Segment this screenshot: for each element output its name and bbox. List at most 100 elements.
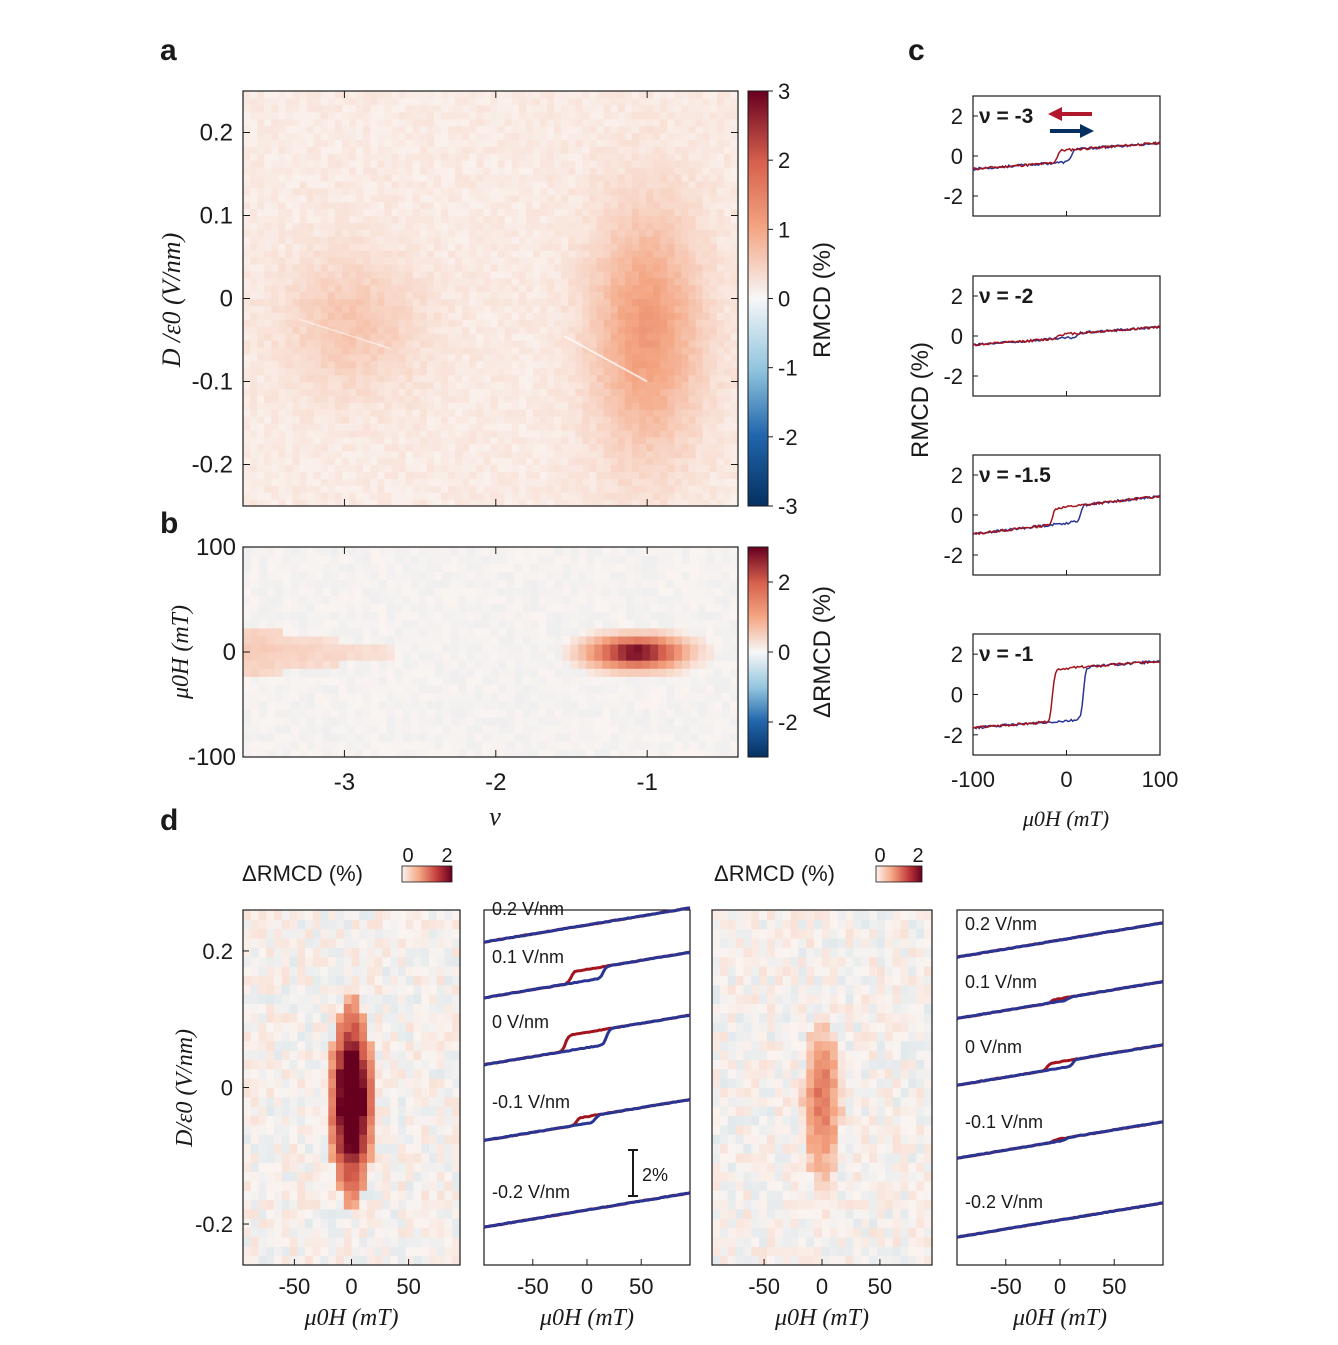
heatmap-cell-a (342, 201, 350, 210)
heatmap-cell-a (624, 388, 633, 396)
heatmap-cell-a (596, 208, 605, 217)
heatmap-cell-b (466, 643, 476, 653)
heatmap-cell-a (504, 492, 513, 500)
heatmap-cell-a (674, 229, 683, 237)
heatmap-cell-a (342, 263, 350, 272)
heatmap-cell-a (639, 215, 647, 223)
heatmap-cell-a (723, 478, 732, 486)
heatmap-cell-a (292, 367, 301, 376)
heatmap-cell-a (250, 346, 258, 355)
heatmap-cell-b (354, 652, 364, 661)
a-cbar-tick-label: -1 (778, 356, 798, 381)
heatmap-cell-a (561, 270, 569, 279)
heatmap-cell-a (483, 222, 492, 230)
heatmap-cell-a (653, 381, 661, 389)
heatmap-cell-a (306, 236, 315, 244)
heatmap-cell-a (730, 326, 739, 334)
panel-a-ylabel: D /ε0 (V/nm) (157, 233, 186, 368)
heatmap-cell-a (441, 104, 449, 113)
heatmap-cell-a (278, 326, 287, 334)
heatmap-cell-a (554, 97, 562, 106)
heatmap-cell-a (243, 139, 251, 147)
heatmap-cell-a (582, 111, 591, 120)
heatmap-cell-a (384, 97, 393, 106)
heatmap-cell-b (259, 732, 268, 742)
heatmap-cell-a (398, 125, 407, 134)
heatmap-cell-a (723, 111, 732, 120)
heatmap-cell-a (419, 326, 428, 334)
heatmap-cell-a (257, 174, 265, 182)
heatmap-cell-b (322, 724, 332, 734)
heatmap-cell-a (278, 263, 287, 272)
heatmap-cell-a (412, 167, 421, 175)
heatmap-cell-a (709, 187, 718, 196)
heatmap-cell-a (653, 485, 661, 493)
heatmap-cell-a (363, 263, 371, 272)
heatmap-cell-a (730, 298, 739, 306)
heatmap-cell-a (582, 187, 591, 196)
heatmap-cell-a (391, 450, 400, 459)
heatmap-cell-a (320, 257, 329, 265)
heatmap-cell-a (384, 139, 393, 147)
heatmap-cell-a (306, 457, 315, 466)
heatmap-cell-a (554, 167, 562, 175)
heatmap-cell-a (391, 298, 400, 306)
heatmap-cell-a (561, 312, 569, 320)
heatmap-cell-a (405, 340, 414, 348)
heatmap-cell-a (504, 353, 513, 362)
heatmap-cell-a (497, 374, 506, 383)
heatmap-cell-a (547, 277, 555, 286)
heatmap-cell-a (405, 277, 414, 286)
heatmap-cell-a (299, 125, 308, 134)
heatmap-cell-a (582, 284, 591, 293)
heatmap-cell-a (448, 402, 456, 410)
heatmap-cell-a (391, 471, 400, 479)
heatmap-cell-a (476, 485, 485, 493)
heatmap-cell-a (412, 291, 421, 300)
heatmap-cell-b (306, 611, 316, 621)
heatmap-cell-b (370, 732, 380, 742)
heatmap-cell-a (716, 180, 725, 189)
heatmap-cell-b (362, 700, 372, 710)
heatmap-cell-b (386, 627, 396, 637)
heatmap-cell-a (448, 367, 456, 376)
heatmap-cell-a (561, 215, 569, 223)
heatmap-cell-b (378, 547, 388, 556)
heatmap-cell-a (313, 222, 322, 230)
heatmap-cell-a (497, 229, 506, 237)
heatmap-cell-a (702, 153, 711, 161)
heatmap-cell-a (646, 139, 654, 147)
heatmap-cell-a (497, 409, 506, 417)
heatmap-cell-a (631, 187, 640, 196)
heatmap-cell-a (646, 388, 654, 396)
heatmap-cell-a (469, 360, 477, 369)
heatmap-cell-b (426, 668, 436, 677)
panel-b-heatmap (243, 547, 739, 758)
heatmap-cell-a (639, 499, 647, 507)
heatmap-cell-a (660, 146, 668, 154)
heatmap-cell-a (730, 208, 739, 217)
heatmap-cell-a (412, 146, 421, 154)
heatmap-cell-a (511, 194, 520, 203)
heatmap-cell-b (378, 603, 388, 613)
heatmap-cell-a (561, 416, 569, 424)
heatmap-cell-a (582, 146, 591, 154)
heatmap-cell-a (716, 277, 725, 286)
heatmap-cell-a (667, 174, 675, 182)
heatmap-cell-a (433, 436, 442, 445)
heatmap-cell-a (532, 409, 541, 417)
heatmap-cell-a (674, 97, 683, 106)
heatmap-cell-a (320, 423, 329, 431)
heatmap-cell-a (441, 257, 449, 265)
heatmap-cell-a (688, 270, 697, 279)
heatmap-cell-b (251, 700, 260, 710)
heatmap-cell-a (292, 153, 301, 161)
heatmap-cell-b (354, 748, 364, 758)
heatmap-cell-a (476, 104, 485, 113)
heatmap-cell-a (426, 374, 435, 383)
heatmap-cell-a (511, 243, 520, 251)
heatmap-cell-a (257, 457, 265, 466)
heatmap-cell-a (455, 160, 463, 168)
heatmap-cell-a (695, 326, 704, 334)
